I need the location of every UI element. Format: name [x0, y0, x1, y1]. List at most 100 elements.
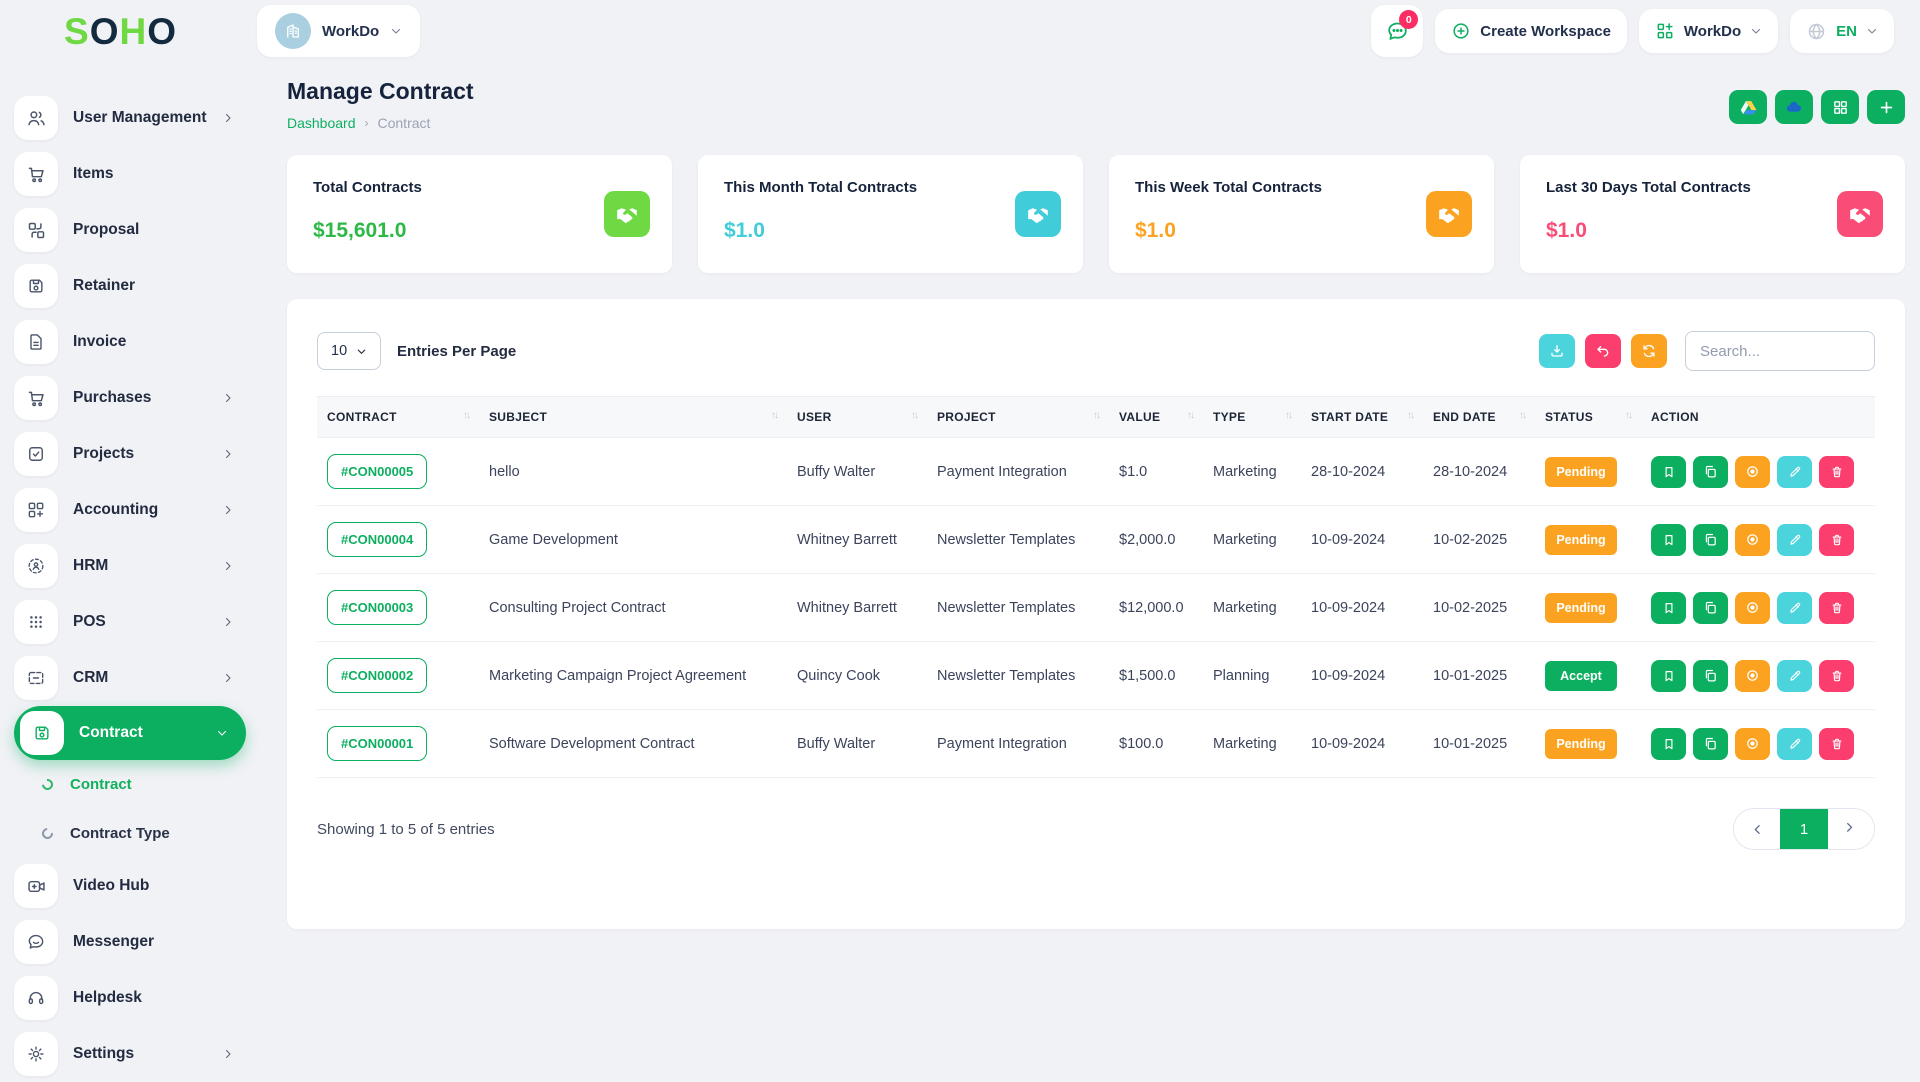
sort-icon[interactable]: ↑↓: [771, 410, 779, 421]
view-button[interactable]: [1735, 523, 1770, 556]
contract-id-button[interactable]: #CON00002: [327, 658, 428, 693]
duplicate-button[interactable]: [1693, 659, 1728, 692]
sidebar-item-items[interactable]: Items: [14, 146, 246, 202]
row-actions: [1651, 455, 1865, 488]
refresh-button[interactable]: [1631, 334, 1667, 368]
bookmark-button[interactable]: [1651, 727, 1686, 760]
sidebar-item-settings[interactable]: Settings: [14, 1026, 246, 1082]
bookmark-button[interactable]: [1651, 455, 1686, 488]
sort-icon[interactable]: ↑↓: [911, 410, 919, 421]
next-page-button[interactable]: [1828, 809, 1874, 849]
sidebar-item-invoice[interactable]: Invoice: [14, 314, 246, 370]
sidebar-item-proposal[interactable]: Proposal: [14, 202, 246, 258]
project-cell: Newsletter Templates: [927, 505, 1109, 574]
edit-button[interactable]: [1777, 727, 1812, 760]
view-button[interactable]: [1735, 455, 1770, 488]
sidebar-item-contract[interactable]: Contract: [14, 706, 246, 760]
eye-icon: [1747, 534, 1758, 545]
contract-id-button[interactable]: #CON00005: [327, 454, 428, 489]
sort-icon[interactable]: ↑↓: [1187, 410, 1195, 421]
delete-button[interactable]: [1819, 727, 1854, 760]
chevron-right-icon: [222, 616, 234, 628]
sort-icon[interactable]: ↑↓: [1285, 410, 1293, 421]
document-icon: [14, 320, 58, 364]
sidebar-item-purchases[interactable]: Purchases: [14, 370, 246, 426]
duplicate-button[interactable]: [1693, 523, 1728, 556]
end-date-cell: 10-02-2025: [1423, 505, 1535, 574]
edit-button[interactable]: [1777, 659, 1812, 692]
notification-count-badge: 0: [1399, 10, 1419, 29]
grid-view-button[interactable]: [1821, 90, 1859, 124]
export-button[interactable]: [1539, 334, 1575, 368]
edit-button[interactable]: [1777, 591, 1812, 624]
workspace-switcher[interactable]: WorkDo: [1638, 9, 1779, 53]
onedrive-button[interactable]: [1775, 90, 1813, 124]
sidebar-item-hrm[interactable]: HRM: [14, 538, 246, 594]
reset-button[interactable]: [1585, 334, 1621, 368]
trash-icon: [1832, 738, 1841, 749]
sidebar-subitem-contract[interactable]: Contract: [14, 760, 268, 809]
page-number[interactable]: 1: [1780, 809, 1828, 849]
contract-id-button[interactable]: #CON00004: [327, 522, 428, 557]
add-contract-button[interactable]: [1867, 90, 1905, 124]
contract-id-button[interactable]: #CON00001: [327, 726, 428, 761]
bookmark-button[interactable]: [1651, 659, 1686, 692]
google-drive-button[interactable]: [1729, 90, 1767, 124]
sidebar-item-messenger[interactable]: Messenger: [14, 914, 246, 970]
chat-bubble-icon: [14, 920, 58, 964]
prev-page-button[interactable]: [1734, 809, 1780, 849]
bullet-icon: [39, 825, 56, 842]
sidebar-item-video-hub[interactable]: Video Hub: [14, 858, 246, 914]
table-controls: 10 Entries Per Page: [317, 331, 1875, 371]
top-bar: SOHO WorkDo 0 Create Workspace WorkDo EN: [0, 0, 1920, 62]
chevron-right-icon: [222, 112, 234, 124]
stat-card-week-contracts: This Week Total Contracts $1.0: [1109, 155, 1494, 273]
sidebar-item-crm[interactable]: CRM: [14, 650, 246, 706]
copy-icon: [1705, 669, 1716, 682]
sort-icon[interactable]: ↑↓: [463, 410, 471, 421]
sort-icon[interactable]: ↑↓: [1519, 410, 1527, 421]
project-cell: Payment Integration: [927, 437, 1109, 506]
notifications-button[interactable]: 0: [1371, 5, 1424, 57]
duplicate-button[interactable]: [1693, 455, 1728, 488]
sidebar-item-user-management[interactable]: User Management: [14, 90, 246, 146]
view-button[interactable]: [1735, 727, 1770, 760]
trash-icon: [1832, 466, 1841, 477]
view-button[interactable]: [1735, 591, 1770, 624]
delete-button[interactable]: [1819, 455, 1854, 488]
sidebar-item-helpdesk[interactable]: Helpdesk: [14, 970, 246, 1026]
view-button[interactable]: [1735, 659, 1770, 692]
sidebar-subitem-contract-type[interactable]: Contract Type: [14, 809, 268, 858]
subject-cell: Consulting Project Contract: [479, 573, 787, 642]
edit-button[interactable]: [1777, 455, 1812, 488]
sort-icon[interactable]: ↑↓: [1093, 410, 1101, 421]
delete-button[interactable]: [1819, 523, 1854, 556]
sort-icon[interactable]: ↑↓: [1625, 410, 1633, 421]
video-camera-icon: [14, 864, 58, 908]
create-workspace-button[interactable]: Create Workspace: [1435, 9, 1627, 53]
table-row: #CON00005 hello Buffy Walter Payment Int…: [317, 437, 1875, 506]
col-contract: CONTRACT: [327, 410, 397, 424]
entries-per-page-select[interactable]: 10: [317, 332, 381, 370]
brand-logo: SOHO: [64, 10, 177, 52]
col-status: STATUS: [1545, 410, 1594, 424]
search-input[interactable]: [1685, 331, 1875, 371]
sort-icon[interactable]: ↑↓: [1407, 410, 1415, 421]
sidebar-item-pos[interactable]: POS: [14, 594, 246, 650]
delete-button[interactable]: [1819, 659, 1854, 692]
workspace-selector[interactable]: WorkDo: [256, 5, 421, 57]
edit-button[interactable]: [1777, 523, 1812, 556]
language-selector[interactable]: EN: [1790, 9, 1894, 53]
sidebar-item-accounting[interactable]: Accounting: [14, 482, 246, 538]
breadcrumb-dashboard-link[interactable]: Dashboard: [287, 115, 356, 131]
duplicate-button[interactable]: [1693, 591, 1728, 624]
duplicate-button[interactable]: [1693, 727, 1728, 760]
pagination: 1: [1733, 808, 1875, 850]
contract-id-button[interactable]: #CON00003: [327, 590, 428, 625]
sidebar-item-projects[interactable]: Projects: [14, 426, 246, 482]
bookmark-button[interactable]: [1651, 523, 1686, 556]
type-cell: Planning: [1203, 641, 1301, 710]
delete-button[interactable]: [1819, 591, 1854, 624]
sidebar-item-retainer[interactable]: Retainer: [14, 258, 246, 314]
bookmark-button[interactable]: [1651, 591, 1686, 624]
